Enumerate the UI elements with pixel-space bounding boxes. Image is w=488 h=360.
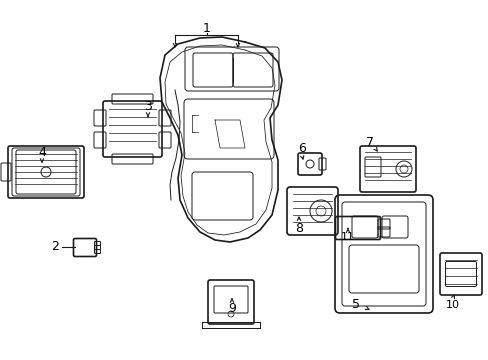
Text: 9: 9 bbox=[227, 302, 235, 315]
Text: 10: 10 bbox=[445, 300, 459, 310]
Text: 4: 4 bbox=[38, 145, 46, 158]
Text: 3: 3 bbox=[144, 100, 152, 113]
Text: 6: 6 bbox=[298, 141, 305, 154]
Text: 8: 8 bbox=[294, 221, 303, 234]
Text: 5: 5 bbox=[351, 298, 359, 311]
Text: 11: 11 bbox=[340, 232, 354, 242]
Text: 1: 1 bbox=[203, 22, 210, 35]
Text: 7: 7 bbox=[365, 136, 373, 149]
Text: 2: 2 bbox=[51, 240, 59, 253]
